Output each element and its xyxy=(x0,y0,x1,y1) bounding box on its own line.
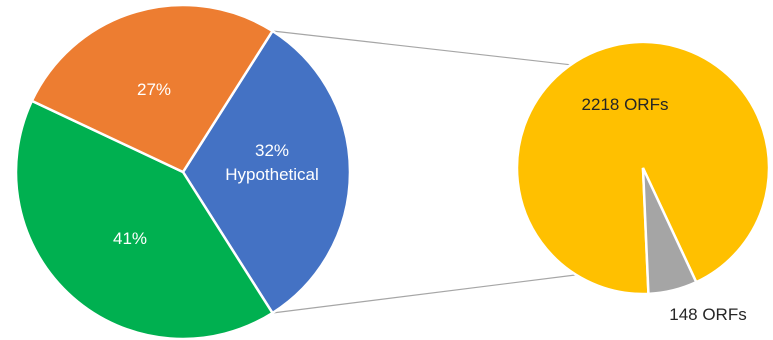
data-label-41: 41% xyxy=(113,229,147,248)
connector-line-top xyxy=(272,30,571,66)
data-label-32: 32% xyxy=(255,141,289,160)
data-label-148-orfs: 148 ORFs xyxy=(669,305,746,324)
connector-line-bottom xyxy=(272,274,577,314)
data-label-hypothetical: Hypothetical xyxy=(225,165,319,184)
pie-slice-27 xyxy=(30,3,275,174)
data-label-27: 27% xyxy=(137,80,171,99)
pie-slice-41 xyxy=(14,99,275,340)
subpie-slice-148-orfs xyxy=(641,167,698,296)
data-label-2218-orfs: 2218 ORFs xyxy=(582,95,669,114)
pie-slice-hypothetical xyxy=(181,29,352,315)
